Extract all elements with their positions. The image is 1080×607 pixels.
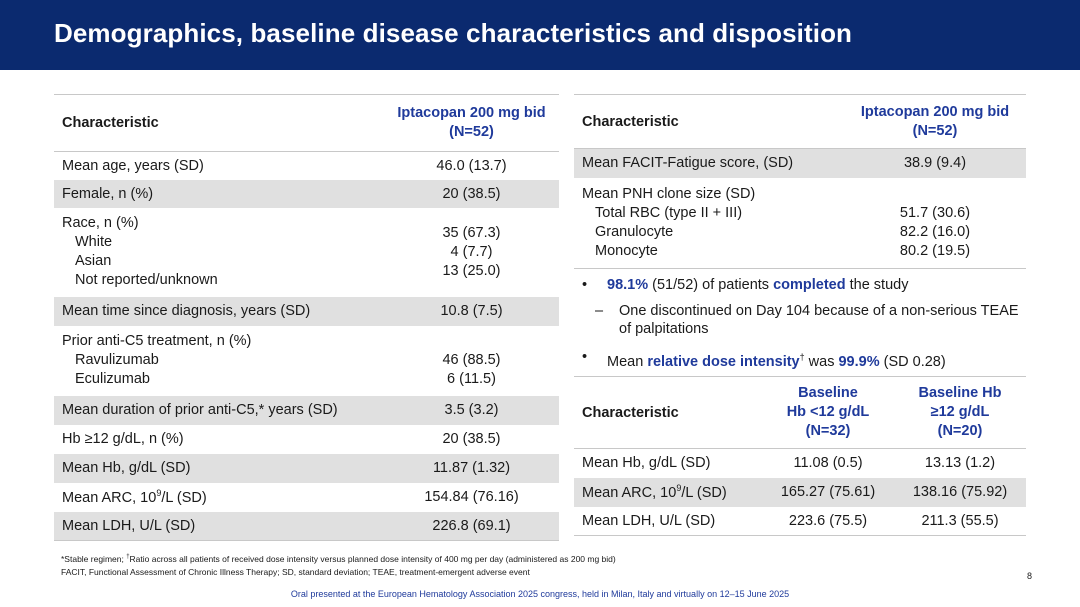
bullet-dot: • bbox=[582, 349, 588, 365]
row-label: Mean LDH, U/L (SD) bbox=[62, 517, 196, 534]
row-label: Race, n (%) White Asian Not reported/unk… bbox=[62, 215, 218, 288]
row-value: 3.5 (3.2) bbox=[444, 402, 499, 418]
column-header-hb-above-12: Baseline Hb ≥12 g/dL (N=20) bbox=[918, 385, 1002, 439]
table-row: Mean LDH, U/L (SD) 223.6 (75.5) 211.3 (5… bbox=[574, 507, 1026, 536]
row-label: Mean FACIT-Fatigue score, (SD) bbox=[582, 155, 794, 172]
demographics-table: Characteristic Iptacopan 200 mg bid (N=5… bbox=[54, 94, 559, 541]
footer-note: Oral presented at the European Hematolog… bbox=[290, 589, 790, 599]
bullet-dose-intensity: • Mean relative dose intensity† was 99.9… bbox=[582, 349, 946, 370]
footnotes: *Stable regimen; †Ratio across all patie… bbox=[61, 551, 616, 579]
row-value: 223.6 (75.5) bbox=[788, 512, 868, 529]
column-header-iptacopan: Iptacopan 200 mg bid (N=52) bbox=[860, 103, 1010, 139]
table-row: Hb ≥12 g/dL, n (%) 20 (38.5) bbox=[54, 425, 559, 454]
row-value: 13.13 (1.2) bbox=[924, 455, 996, 472]
table-row: Mean age, years (SD) 46.0 (13.7) bbox=[54, 152, 559, 180]
row-value: 10.8 (7.5) bbox=[440, 303, 503, 319]
row-label: Mean Hb, g/dL (SD) bbox=[62, 460, 191, 476]
table-row: Mean Hb, g/dL (SD) 11.08 (0.5) 13.13 (1.… bbox=[574, 449, 1026, 478]
row-value: 226.8 (69.1) bbox=[432, 517, 511, 534]
bullet-dot: • bbox=[582, 277, 588, 293]
table-header-row: Characteristic Iptacopan 200 mg bid (N=5… bbox=[574, 94, 1026, 149]
row-value: 20 (38.5) bbox=[442, 431, 501, 447]
row-label: Hb ≥12 g/dL, n (%) bbox=[62, 431, 184, 447]
row-value: 11.08 (0.5) bbox=[793, 455, 863, 472]
table-row: Mean time since diagnosis, years (SD) 10… bbox=[54, 296, 559, 326]
row-value: 46.0 (13.7) bbox=[436, 157, 507, 174]
bullet-dash: – bbox=[595, 303, 604, 319]
table-row: Mean Hb, g/dL (SD) 11.87 (1.32) bbox=[54, 453, 559, 483]
hb-subgroup-table: Characteristic Baseline Hb <12 g/dL (N=3… bbox=[574, 376, 1026, 536]
table-row: Female, n (%) 20 (38.5) bbox=[54, 179, 559, 208]
row-label: Mean ARC, 109/L (SD) bbox=[582, 483, 727, 501]
baseline-disease-table: Characteristic Iptacopan 200 mg bid (N=5… bbox=[574, 94, 1026, 269]
footnote-line: FACIT, Functional Assessment of Chronic … bbox=[61, 566, 530, 577]
table-row: Mean duration of prior anti-C5,* years (… bbox=[54, 395, 559, 425]
bullet-completed: • 98.1% (51/52) of patients completed th… bbox=[582, 277, 909, 293]
row-value: 138.16 (75.92) bbox=[912, 484, 1008, 500]
table-row: Mean PNH clone size (SD) Total RBC (type… bbox=[574, 178, 1026, 269]
table-row: Mean FACIT-Fatigue score, (SD) 38.9 (9.4… bbox=[574, 148, 1026, 178]
page-title: Demographics, baseline disease character… bbox=[54, 18, 853, 48]
column-header-characteristic: Characteristic bbox=[582, 404, 679, 421]
table-row: Prior anti-C5 treatment, n (%) Ravulizum… bbox=[54, 326, 559, 396]
column-header-characteristic: Characteristic bbox=[582, 113, 679, 130]
row-label: Mean duration of prior anti-C5,* years (… bbox=[62, 402, 338, 418]
table-row: Mean ARC, 109/L (SD) 165.27 (75.61) 138.… bbox=[574, 477, 1026, 507]
table-row: Mean ARC, 109/L (SD) 154.84 (76.16) bbox=[54, 483, 559, 512]
row-value: 35 (67.3) 4 (7.7) 13 (25.0) bbox=[442, 224, 501, 279]
row-label: Mean ARC, 109/L (SD) bbox=[62, 488, 207, 506]
row-label: Mean Hb, g/dL (SD) bbox=[582, 455, 711, 472]
row-label: Female, n (%) bbox=[62, 185, 154, 202]
row-value: 46 (88.5) 6 (11.5) bbox=[442, 351, 501, 387]
row-label: Mean LDH, U/L (SD) bbox=[582, 512, 716, 529]
subbullet-discontinued: – One discontinued on Day 104 because of… bbox=[595, 303, 1019, 337]
footnote-line: *Stable regimen; †Ratio across all patie… bbox=[61, 553, 616, 564]
title-bar: Demographics, baseline disease character… bbox=[0, 0, 1080, 70]
row-value: 165.27 (75.61) bbox=[780, 484, 876, 500]
page-number: 8 bbox=[1026, 571, 1032, 581]
row-label: Mean time since diagnosis, years (SD) bbox=[62, 303, 311, 319]
row-value: 154.84 (76.16) bbox=[424, 489, 519, 505]
row-label: Prior anti-C5 treatment, n (%) Ravulizum… bbox=[62, 333, 252, 387]
column-header-characteristic: Characteristic bbox=[62, 115, 159, 131]
disposition-bullets: • 98.1% (51/52) of patients completed th… bbox=[582, 276, 1022, 371]
column-header-hb-below-12: Baseline Hb <12 g/dL (N=32) bbox=[786, 385, 870, 439]
row-value: 38.9 (9.4) bbox=[903, 155, 967, 172]
table-header-row: Characteristic Baseline Hb <12 g/dL (N=3… bbox=[574, 376, 1026, 449]
table-row: Race, n (%) White Asian Not reported/unk… bbox=[54, 208, 559, 297]
table-header-row: Characteristic Iptacopan 200 mg bid (N=5… bbox=[54, 94, 559, 152]
row-value: 211.3 (55.5) bbox=[921, 512, 999, 529]
row-label: Mean PNH clone size (SD) Total RBC (type… bbox=[582, 185, 756, 259]
row-value: 20 (38.5) bbox=[442, 185, 501, 202]
table-row: Mean LDH, U/L (SD) 226.8 (69.1) bbox=[54, 511, 559, 541]
column-header-iptacopan: Iptacopan 200 mg bid (N=52) bbox=[397, 105, 546, 140]
row-value: 11.87 (1.32) bbox=[432, 460, 511, 476]
row-value: 51.7 (30.6) 82.2 (16.0) 80.2 (19.5) bbox=[899, 204, 971, 259]
row-label: Mean age, years (SD) bbox=[62, 157, 204, 174]
